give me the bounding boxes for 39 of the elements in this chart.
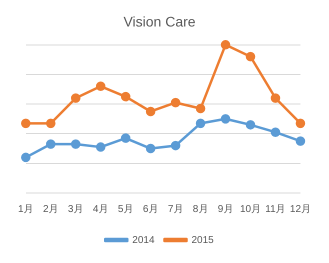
x-tick-label: 8月 — [192, 204, 208, 215]
x-tick-label: 12月 — [290, 204, 311, 215]
point — [46, 118, 56, 128]
legend-label: 2014 — [132, 234, 155, 246]
point — [70, 139, 80, 149]
point — [296, 136, 306, 146]
point — [220, 40, 230, 50]
point — [21, 152, 31, 162]
x-tick-label: 4月 — [92, 204, 108, 215]
point — [220, 114, 230, 124]
point — [196, 118, 206, 128]
point — [296, 118, 306, 128]
x-tick-label: 1月 — [18, 204, 34, 215]
point — [96, 82, 106, 92]
point — [170, 140, 180, 150]
x-tick-label: 5月 — [118, 204, 134, 215]
x-tick-label: 2月 — [42, 204, 59, 215]
point — [120, 133, 130, 143]
x-tick-label: 10月 — [240, 204, 262, 215]
point — [270, 127, 280, 137]
point — [46, 139, 56, 149]
point — [270, 93, 280, 103]
point — [120, 92, 130, 102]
chart-title: Vision Care — [123, 13, 196, 30]
x-tick-label: 3月 — [68, 204, 84, 215]
point — [146, 144, 156, 154]
x-tick-label: 6月 — [142, 204, 158, 215]
point — [170, 98, 180, 108]
x-tick-label: 7月 — [168, 204, 184, 215]
point — [246, 52, 256, 62]
x-tick-label: 11月 — [265, 204, 286, 215]
point — [21, 118, 31, 128]
point — [146, 106, 156, 116]
legend-label: 2015 — [192, 234, 214, 246]
point — [70, 93, 80, 103]
point — [246, 120, 256, 130]
point — [96, 142, 106, 152]
x-tick-label: 9月 — [218, 204, 234, 215]
point — [196, 104, 206, 114]
